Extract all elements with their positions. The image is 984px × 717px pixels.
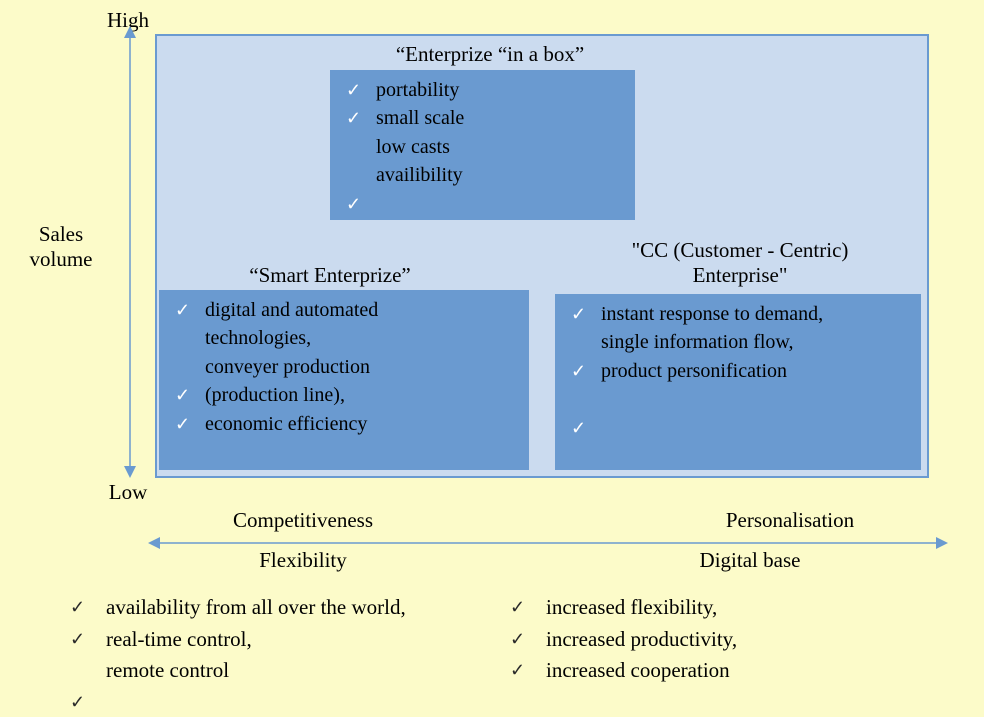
list-item: conveyer production xyxy=(175,353,519,381)
list-item-text: increased flexibility, xyxy=(546,592,930,624)
list-item-text: portability xyxy=(376,76,625,104)
list-item: low casts xyxy=(346,133,625,161)
block-title-cc-enterprise: "CC (Customer - Centric) Enterprise" xyxy=(560,238,920,288)
checkmark-icon: ✓ xyxy=(175,298,205,324)
list-item-text: technologies, xyxy=(205,324,519,352)
checkmark-icon: ✓ xyxy=(346,192,376,218)
y-axis-title-line1: Sales xyxy=(6,222,116,247)
list-item-text: small scale xyxy=(376,104,625,132)
list-item-text: instant response to demand, xyxy=(601,300,911,328)
block-enterprize-in-a-box: ✓portability✓small scalelow castsavailib… xyxy=(330,70,635,220)
list-item-text: remote control xyxy=(106,655,490,687)
bottom-list-right: ✓increased flexibility,✓increased produc… xyxy=(510,592,930,687)
x-axis-right-top: Personalisation xyxy=(660,508,920,533)
block-title-smart-enterprize: “Smart Enterprize” xyxy=(180,263,480,288)
list-item-text xyxy=(376,190,625,218)
y-axis-title: Sales volume xyxy=(6,222,116,272)
x-axis-arrow xyxy=(148,536,948,550)
block-title-cc-line1: "CC (Customer - Centric) xyxy=(560,238,920,263)
list-item-text xyxy=(601,414,911,442)
list-item-text: availability from all over the world, xyxy=(106,592,490,624)
list-item: ✓availability from all over the world, xyxy=(70,592,490,624)
list-item: ✓increased productivity, xyxy=(510,624,930,656)
list-item-text: conveyer production xyxy=(205,353,519,381)
list-item-text: economic efficiency xyxy=(205,410,519,438)
checkmark-icon: ✓ xyxy=(571,416,601,442)
checkmark-icon: ✓ xyxy=(175,412,205,438)
list-item: ✓increased flexibility, xyxy=(510,592,930,624)
x-axis-left-bottom: Flexibility xyxy=(178,548,428,573)
block-title-enterprize-in-a-box: “Enterprize “in a box” xyxy=(330,42,650,67)
list-item-text: product personification xyxy=(601,357,911,385)
y-axis-arrow xyxy=(123,26,137,478)
x-axis-right-bottom: Digital base xyxy=(620,548,880,573)
list-item: ✓digital and automated xyxy=(175,296,519,324)
list-item-text: real-time control, xyxy=(106,624,490,656)
list-item: ✓real-time control, xyxy=(70,624,490,656)
checkmark-icon: ✓ xyxy=(70,594,106,621)
checkmark-icon: ✓ xyxy=(346,78,376,104)
checkmark-icon: ✓ xyxy=(510,657,546,684)
list-item: ✓ xyxy=(571,414,911,442)
x-axis-left-top: Competitiveness xyxy=(178,508,428,533)
block-smart-enterprize: ✓digital and automatedtechnologies,conve… xyxy=(159,290,529,470)
list-item: ✓(production line), xyxy=(175,381,519,409)
list-item-text: availibility xyxy=(376,161,625,189)
checkmark-icon: ✓ xyxy=(346,106,376,132)
list-item: availibility xyxy=(346,161,625,189)
list-item-text xyxy=(601,385,911,413)
list-item-text: low casts xyxy=(376,133,625,161)
list-item-text: digital and automated xyxy=(205,296,519,324)
y-axis-label-low: Low xyxy=(88,480,168,505)
list-item-text: (production line), xyxy=(205,381,519,409)
block-cc-enterprise: ✓instant response to demand,single infor… xyxy=(555,294,921,470)
list-item-text: single information flow, xyxy=(601,328,911,356)
list-item: ✓portability xyxy=(346,76,625,104)
checkmark-icon: ✓ xyxy=(70,689,106,716)
bottom-list-left: ✓availability from all over the world,✓r… xyxy=(70,592,490,717)
checkmark-icon: ✓ xyxy=(571,359,601,385)
list-item-text: increased productivity, xyxy=(546,624,930,656)
list-item-text xyxy=(106,687,490,717)
list-item: ✓increased cooperation xyxy=(510,655,930,687)
checkmark-icon: ✓ xyxy=(510,626,546,653)
list-item: ✓instant response to demand, xyxy=(571,300,911,328)
list-item: ✓ xyxy=(70,687,490,717)
list-item-text: increased cooperation xyxy=(546,655,930,687)
list-item: technologies, xyxy=(175,324,519,352)
checkmark-icon: ✓ xyxy=(175,383,205,409)
list-item: ✓economic efficiency xyxy=(175,410,519,438)
list-item: remote control xyxy=(70,655,490,687)
list-item: ✓ xyxy=(346,190,625,218)
list-item xyxy=(571,385,911,413)
checkmark-icon: ✓ xyxy=(571,302,601,328)
list-item: single information flow, xyxy=(571,328,911,356)
checkmark-icon: ✓ xyxy=(70,626,106,653)
list-item: ✓product personification xyxy=(571,357,911,385)
checkmark-icon: ✓ xyxy=(510,594,546,621)
y-axis-title-line2: volume xyxy=(6,247,116,272)
block-title-cc-line2: Enterprise" xyxy=(560,263,920,288)
list-item: ✓small scale xyxy=(346,104,625,132)
